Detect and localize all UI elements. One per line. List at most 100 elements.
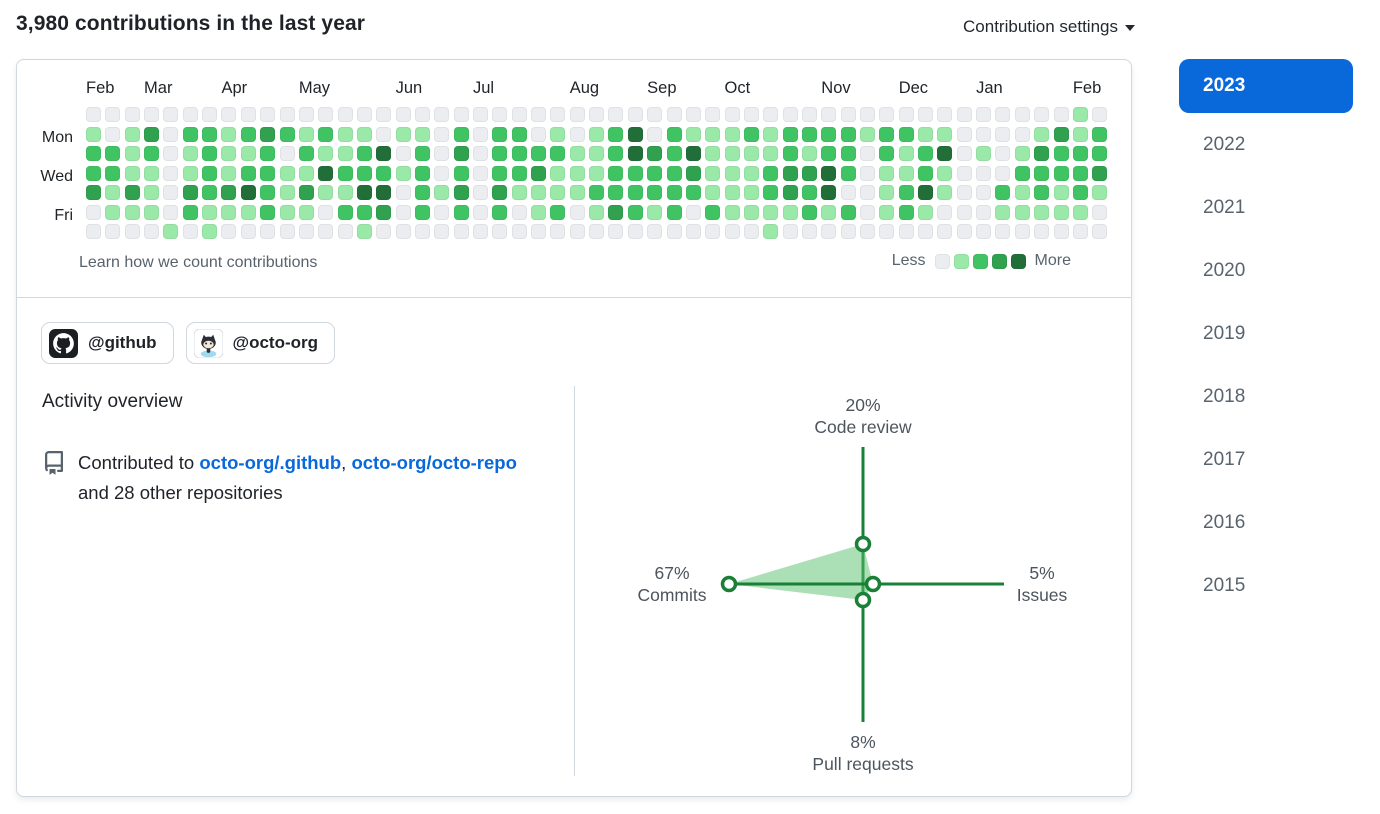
contribution-cell[interactable] [763, 107, 779, 122]
contribution-cell[interactable] [801, 204, 817, 220]
contribution-cell[interactable] [821, 146, 837, 161]
contribution-cell[interactable] [782, 165, 798, 181]
contribution-cell[interactable] [569, 146, 585, 161]
contribution-cell[interactable] [956, 185, 972, 200]
contribution-cell[interactable] [376, 107, 392, 122]
contribution-cell[interactable] [705, 224, 721, 239]
contribution-cell[interactable] [124, 185, 140, 200]
contribution-cell[interactable] [666, 126, 682, 142]
year-item-2019[interactable]: 2019 [1203, 322, 1246, 344]
year-item-2015[interactable]: 2015 [1203, 574, 1246, 596]
contribution-cell[interactable] [1072, 185, 1088, 200]
contribution-cell[interactable] [1092, 224, 1108, 239]
contribution-cell[interactable] [666, 224, 682, 239]
contribution-cell[interactable] [144, 165, 160, 181]
contribution-cell[interactable] [511, 165, 527, 181]
contribution-cell[interactable] [86, 107, 101, 122]
contribution-cell[interactable] [202, 146, 218, 161]
contribution-cell[interactable] [666, 204, 682, 220]
contribution-cell[interactable] [511, 126, 527, 142]
contribution-cell[interactable] [356, 165, 372, 181]
contribution-cell[interactable] [801, 165, 817, 181]
contribution-cell[interactable] [105, 224, 121, 239]
contribution-cell[interactable] [1034, 107, 1050, 122]
contribution-cell[interactable] [1053, 204, 1069, 220]
contribution-cell[interactable] [666, 146, 682, 161]
contribution-cell[interactable] [318, 126, 334, 142]
contribution-cell[interactable] [434, 146, 450, 161]
contribution-cell[interactable] [550, 165, 566, 181]
contribution-cell[interactable] [473, 146, 488, 161]
contribution-cell[interactable] [724, 185, 740, 200]
contribution-cell[interactable] [86, 204, 101, 220]
contribution-cell[interactable] [879, 224, 895, 239]
contribution-cell[interactable] [627, 224, 643, 239]
contribution-cell[interactable] [531, 224, 547, 239]
contribution-cell[interactable] [531, 107, 547, 122]
contribution-cell[interactable] [956, 107, 972, 122]
contribution-cell[interactable] [318, 146, 334, 161]
contribution-cell[interactable] [279, 185, 295, 200]
contribution-cell[interactable] [434, 107, 450, 122]
contribution-cell[interactable] [434, 126, 450, 142]
year-item-2018[interactable]: 2018 [1203, 385, 1246, 407]
contribution-cell[interactable] [956, 224, 972, 239]
contribution-cell[interactable] [1014, 146, 1030, 161]
contribution-cell[interactable] [647, 224, 663, 239]
contribution-cell[interactable] [918, 165, 934, 181]
contribution-cell[interactable] [763, 204, 779, 220]
contribution-cell[interactable] [473, 204, 488, 220]
contribution-cell[interactable] [840, 224, 856, 239]
contribution-cell[interactable] [163, 107, 179, 122]
contribution-cell[interactable] [550, 185, 566, 200]
contribution-cell[interactable] [976, 185, 992, 200]
contribution-cell[interactable] [376, 185, 392, 200]
contribution-cell[interactable] [144, 146, 160, 161]
contribution-cell[interactable] [492, 107, 508, 122]
contribution-cell[interactable] [260, 107, 276, 122]
contribution-cell[interactable] [86, 224, 101, 239]
contribution-cell[interactable] [685, 185, 701, 200]
contribution-cell[interactable] [1034, 204, 1050, 220]
contribution-cell[interactable] [782, 185, 798, 200]
contribution-cell[interactable] [453, 185, 469, 200]
contribution-cell[interactable] [550, 107, 566, 122]
contribution-cell[interactable] [860, 224, 875, 239]
contribution-cell[interactable] [898, 224, 914, 239]
contribution-cell[interactable] [995, 107, 1011, 122]
contribution-cell[interactable] [395, 126, 411, 142]
contribution-cell[interactable] [743, 165, 759, 181]
contribution-cell[interactable] [144, 185, 160, 200]
contribution-cell[interactable] [434, 185, 450, 200]
contribution-cell[interactable] [356, 185, 372, 200]
contribution-cell[interactable] [1072, 204, 1088, 220]
contribution-cell[interactable] [1053, 224, 1069, 239]
contribution-cell[interactable] [879, 185, 895, 200]
contribution-settings-dropdown[interactable]: Contribution settings [963, 17, 1135, 37]
contribution-cell[interactable] [898, 146, 914, 161]
contribution-cell[interactable] [356, 107, 372, 122]
contribution-cell[interactable] [1092, 107, 1108, 122]
contribution-cell[interactable] [743, 107, 759, 122]
contribution-cell[interactable] [995, 204, 1011, 220]
contribution-cell[interactable] [202, 224, 218, 239]
contribution-cell[interactable] [221, 126, 237, 142]
contribution-cell[interactable] [511, 107, 527, 122]
contribution-cell[interactable] [801, 126, 817, 142]
contribution-cell[interactable] [995, 146, 1011, 161]
contribution-cell[interactable] [182, 146, 198, 161]
contribution-cell[interactable] [144, 204, 160, 220]
contribution-cell[interactable] [724, 165, 740, 181]
contribution-cell[interactable] [608, 185, 624, 200]
contribution-cell[interactable] [492, 185, 508, 200]
contribution-cell[interactable] [647, 165, 663, 181]
contribution-cell[interactable] [801, 185, 817, 200]
contribution-cell[interactable] [531, 204, 547, 220]
contribution-cell[interactable] [511, 146, 527, 161]
contribution-cell[interactable] [337, 165, 353, 181]
contribution-cell[interactable] [240, 204, 256, 220]
contribution-cell[interactable] [202, 204, 218, 220]
contribution-cell[interactable] [202, 185, 218, 200]
contribution-cell[interactable] [724, 146, 740, 161]
contribution-cell[interactable] [1092, 185, 1108, 200]
